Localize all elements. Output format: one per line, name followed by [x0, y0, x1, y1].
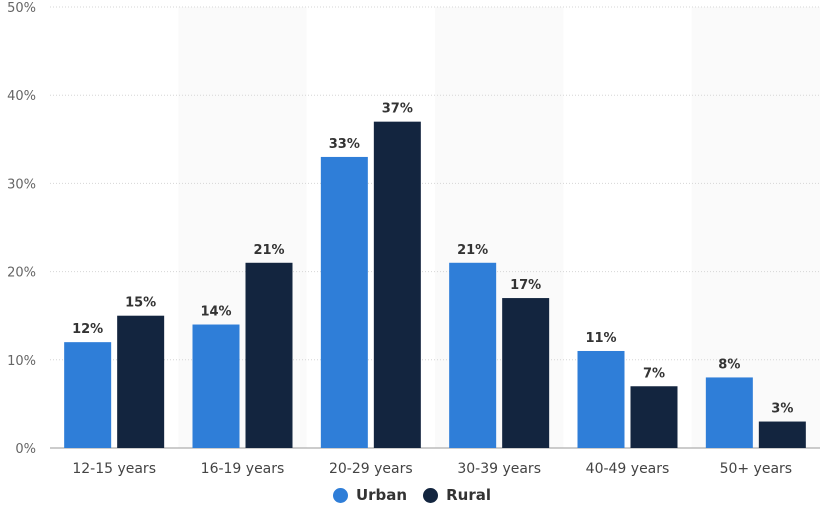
- data-label: 15%: [125, 296, 156, 311]
- data-label: 21%: [253, 243, 284, 258]
- data-label: 11%: [585, 331, 616, 346]
- bar-urban-1: [64, 342, 112, 448]
- bar-urban-2: [192, 324, 240, 448]
- bar-urban-3: [320, 156, 368, 448]
- data-label: 7%: [643, 366, 665, 381]
- data-label: 14%: [200, 305, 231, 320]
- bar-rural-2: [245, 262, 293, 448]
- legend-swatch-urban: [332, 487, 348, 503]
- data-label: 12%: [72, 322, 103, 337]
- data-label: 3%: [771, 402, 793, 417]
- y-tick-label: 50%: [7, 1, 36, 16]
- legend-label-urban: Urban: [355, 486, 408, 504]
- y-tick-label: 40%: [7, 89, 36, 104]
- x-tick-label: 30-39 years: [457, 461, 541, 477]
- data-label: 37%: [382, 102, 413, 117]
- y-tick-label: 10%: [7, 354, 36, 369]
- legend: Urban Rural: [0, 486, 824, 504]
- data-label: 21%: [457, 243, 488, 258]
- x-tick-label: 16-19 years: [201, 461, 285, 477]
- y-tick-label: 20%: [7, 266, 36, 281]
- x-tick-label: 50+ years: [720, 461, 793, 477]
- bar-rural-1: [117, 315, 165, 448]
- bar-urban-6: [705, 377, 753, 448]
- bar-rural-3: [373, 121, 421, 448]
- bar-rural-6: [758, 421, 806, 448]
- y-tick-label: 0%: [15, 442, 36, 457]
- y-tick-label: 30%: [7, 177, 36, 192]
- legend-label-rural: Rural: [446, 486, 491, 504]
- column-band: [691, 7, 820, 448]
- data-label: 33%: [329, 137, 360, 152]
- legend-item-rural[interactable]: Rural: [423, 486, 491, 504]
- legend-swatch-rural: [423, 487, 439, 503]
- x-tick-label: 40-49 years: [586, 461, 670, 477]
- bar-urban-4: [449, 262, 497, 448]
- bar-rural-4: [502, 298, 550, 448]
- bar-urban-5: [577, 350, 625, 448]
- bar-rural-5: [630, 386, 678, 448]
- x-tick-label: 12-15 years: [72, 461, 156, 477]
- data-label: 17%: [510, 278, 541, 293]
- x-tick-label: 20-29 years: [329, 461, 413, 477]
- data-label: 8%: [718, 357, 740, 372]
- legend-item-urban[interactable]: Urban: [332, 486, 408, 504]
